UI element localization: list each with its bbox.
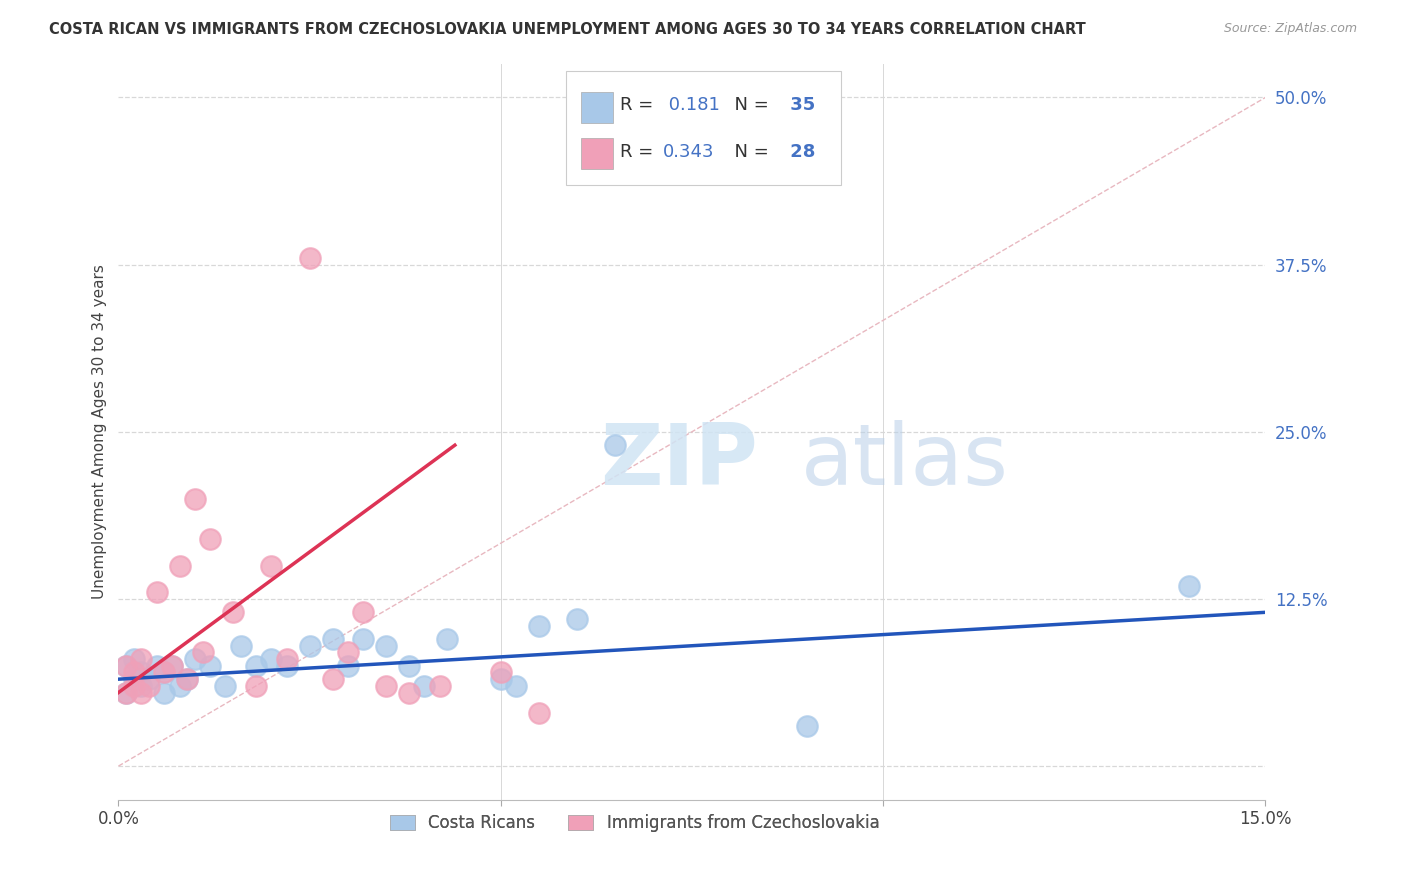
Point [298, 639, 321, 653]
Point [322, 632, 344, 646]
Point [375, 639, 398, 653]
Point [245, 658, 267, 673]
FancyBboxPatch shape [581, 138, 613, 169]
Point [145, 585, 167, 599]
Point [276, 658, 298, 673]
Point [198, 658, 221, 673]
Point [260, 652, 283, 666]
Point [260, 558, 283, 573]
Text: ZIP: ZIP [600, 420, 758, 503]
Point [115, 685, 138, 699]
Point [176, 672, 198, 686]
Point [138, 672, 160, 686]
Y-axis label: Unemployment Among Ages 30 to 34 years: Unemployment Among Ages 30 to 34 years [93, 264, 107, 599]
Point [1178, 578, 1201, 592]
Point [138, 679, 160, 693]
Text: 0.343: 0.343 [664, 144, 714, 161]
Point [131, 679, 153, 693]
Point [115, 658, 138, 673]
Point [115, 685, 138, 699]
Text: Source: ZipAtlas.com: Source: ZipAtlas.com [1223, 22, 1357, 36]
Point [398, 658, 420, 673]
Point [505, 679, 527, 693]
Point [131, 685, 153, 699]
Point [169, 558, 191, 573]
Point [796, 719, 818, 733]
Point [176, 672, 198, 686]
Point [145, 658, 167, 673]
Text: R =: R = [620, 144, 652, 161]
Point [122, 679, 145, 693]
Point [352, 605, 374, 619]
Text: 0.181: 0.181 [664, 95, 720, 113]
Text: COSTA RICAN VS IMMIGRANTS FROM CZECHOSLOVAKIA UNEMPLOYMENT AMONG AGES 30 TO 34 Y: COSTA RICAN VS IMMIGRANTS FROM CZECHOSLO… [49, 22, 1085, 37]
Point [122, 665, 145, 680]
Point [489, 672, 512, 686]
Point [122, 672, 145, 686]
Point [153, 665, 176, 680]
Point [229, 639, 252, 653]
Point [153, 685, 176, 699]
FancyBboxPatch shape [565, 71, 841, 186]
Point [398, 685, 420, 699]
Point [222, 605, 245, 619]
Point [153, 665, 176, 680]
Text: 35: 35 [783, 95, 815, 113]
Point [489, 665, 512, 680]
Point [375, 679, 398, 693]
Point [298, 251, 321, 265]
Point [605, 438, 627, 452]
Point [191, 645, 214, 659]
FancyBboxPatch shape [581, 92, 613, 123]
Legend: Costa Ricans, Immigrants from Czechoslovakia: Costa Ricans, Immigrants from Czechoslov… [382, 807, 886, 839]
Point [169, 679, 191, 693]
Point [336, 658, 359, 673]
Point [527, 618, 550, 632]
Point [160, 658, 183, 673]
Text: N =: N = [723, 144, 769, 161]
Text: R =: R = [620, 95, 652, 113]
Point [115, 658, 138, 673]
Point [322, 672, 344, 686]
Point [527, 706, 550, 720]
Point [336, 645, 359, 659]
Point [413, 679, 436, 693]
Point [198, 532, 221, 546]
Point [245, 679, 267, 693]
Point [352, 632, 374, 646]
Text: atlas: atlas [801, 420, 1010, 503]
Point [276, 652, 298, 666]
Point [131, 652, 153, 666]
Point [184, 491, 207, 506]
Point [429, 679, 451, 693]
Point [160, 658, 183, 673]
Point [567, 612, 589, 626]
Point [214, 679, 236, 693]
Text: N =: N = [723, 95, 769, 113]
Point [184, 652, 207, 666]
Text: 28: 28 [783, 144, 815, 161]
Point [122, 652, 145, 666]
Point [436, 632, 458, 646]
Point [131, 665, 153, 680]
